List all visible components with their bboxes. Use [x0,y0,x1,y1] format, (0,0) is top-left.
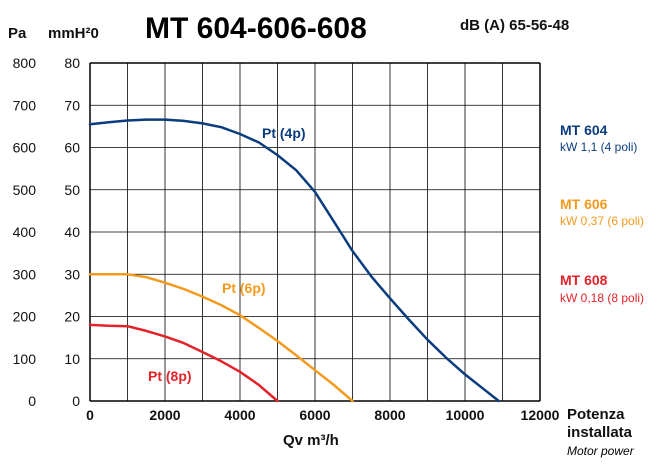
unit-pa-label: Pa [8,25,27,42]
x-axis-title: Qv m³/h [283,432,339,449]
x-tick-label: 12000 [521,407,560,423]
x-tick-label: 0 [86,407,94,423]
ticks: 0102030405060708001002003004005006007008… [13,55,560,423]
curves [88,118,501,403]
y-tick-label: 70 [64,97,80,113]
curve-label-mt608: Pt (8p) [148,368,192,384]
noise-level-label: dB (A) 65-56-48 [460,17,569,34]
y-tick-label-pa: 700 [13,97,37,113]
power-label-line2: installata [567,424,633,441]
legend-mt606-power: kW 0,37 (6 poli) [560,214,644,228]
x-tick-label: 4000 [224,407,255,423]
curve-mt608 [88,323,279,403]
x-tick-label: 2000 [149,407,180,423]
y-tick-label-pa: 500 [13,182,37,198]
curve-mt606 [88,273,354,403]
y-tick-label-pa: 600 [13,140,37,156]
y-tick-label: 10 [64,351,80,367]
y-tick-label: 80 [64,55,80,71]
y-tick-label: 30 [64,266,80,282]
y-tick-label-pa: 200 [13,309,37,325]
x-tick-label: 6000 [299,407,330,423]
power-label-line1: Potenza [567,406,625,423]
y-tick-label-pa: 300 [13,266,37,282]
legend-mt604-name: MT 604 [560,122,608,138]
legend-mt608-power: kW 0,18 (8 poli) [560,291,644,305]
y-tick-label: 50 [64,182,80,198]
y-tick-label: 0 [72,393,80,409]
legend-mt606-name: MT 606 [560,196,608,212]
y-tick-label: 20 [64,309,80,325]
y-tick-label-pa: 400 [13,224,37,240]
power-label-line3: Motor power [567,444,635,458]
curve-label-mt606: Pt (6p) [222,280,266,296]
unit-mmh2o-label: mmH²0 [48,25,99,42]
curve-mt604 [88,118,501,403]
chart-title: MT 604-606-608 [145,12,367,45]
x-tick-label: 8000 [374,407,405,423]
grid [89,62,541,402]
y-tick-label: 40 [64,224,80,240]
curve-label-mt604: Pt (4p) [262,125,306,141]
y-tick-label-pa: 0 [28,393,36,409]
y-tick-label-pa: 800 [13,55,37,71]
x-tick-label: 10000 [446,407,485,423]
y-tick-label-pa: 100 [13,351,37,367]
y-tick-label: 60 [64,140,80,156]
legend-mt604-power: kW 1,1 (4 poli) [560,140,637,154]
legend-mt608-name: MT 608 [560,272,608,288]
